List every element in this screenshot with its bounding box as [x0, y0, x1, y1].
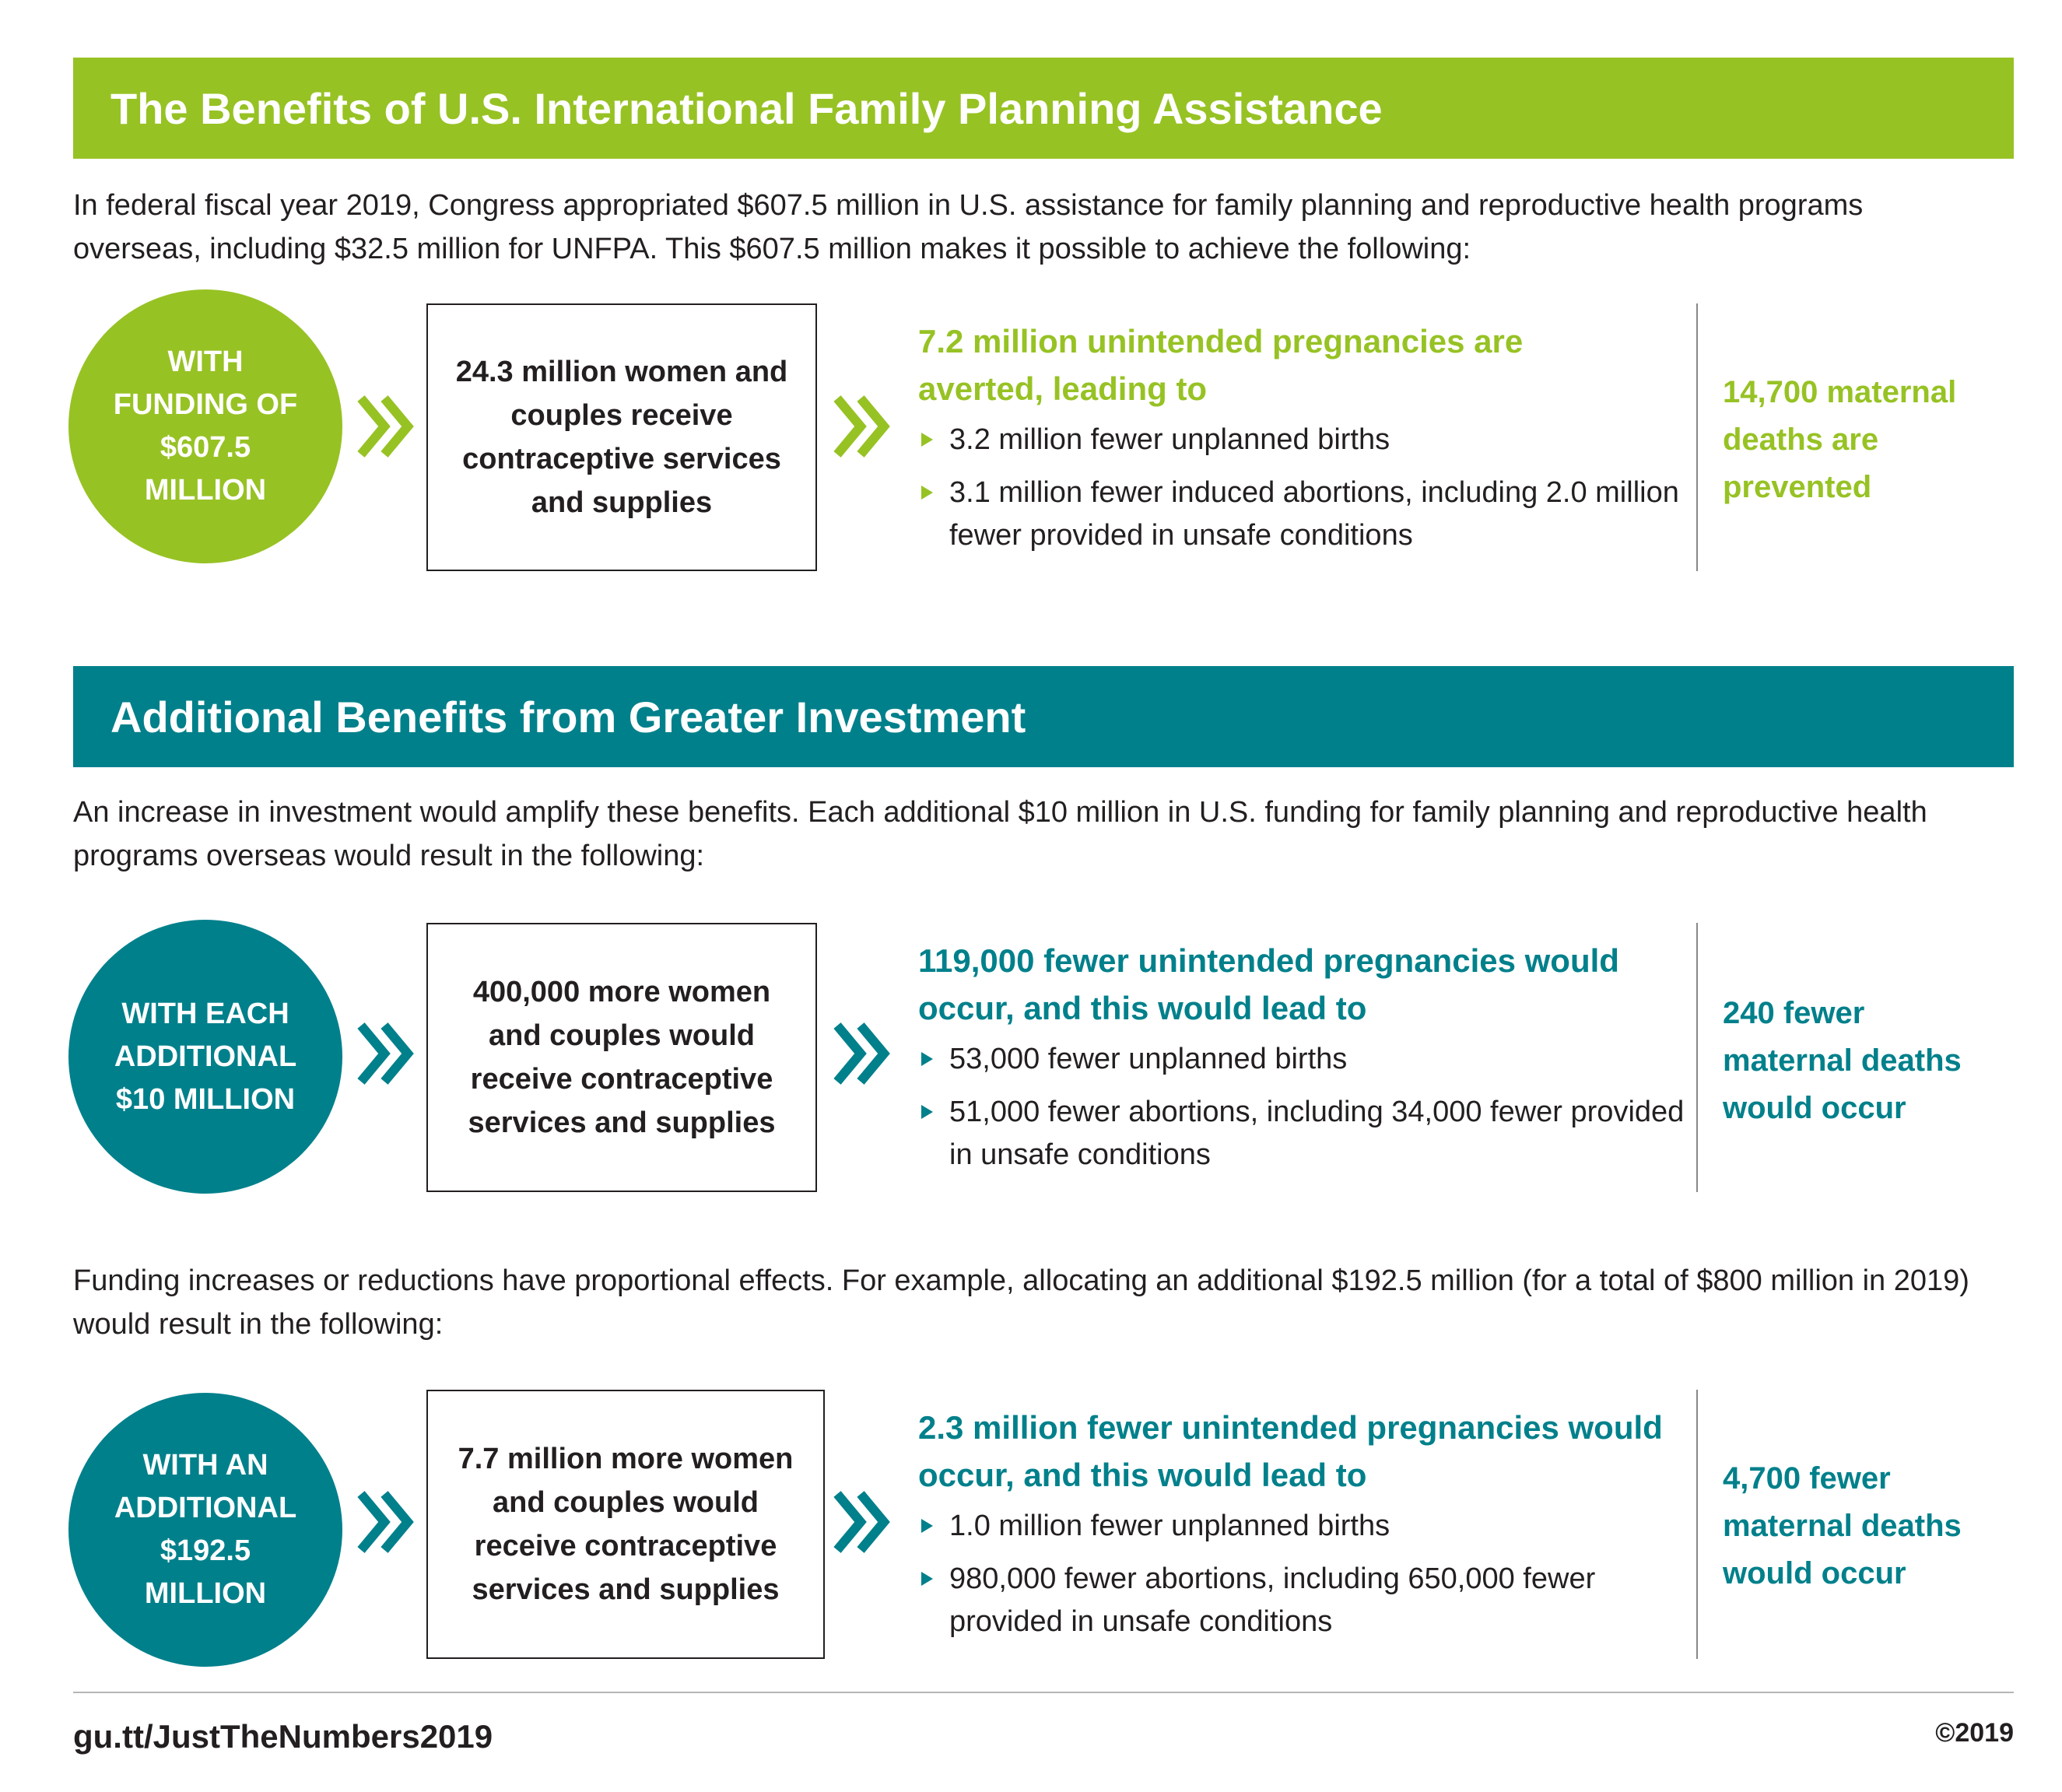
pregnancies-lead: 119,000 fewer unintended pregnancies wou…	[918, 942, 1619, 1026]
recipients-text: 400,000 more women and couples would rec…	[468, 976, 776, 1139]
section2-intro: An increase in investment would amplify …	[73, 796, 1927, 872]
list-item: 1.0 million fewer unplanned births	[918, 1505, 1696, 1548]
chevron-double-right-icon	[357, 395, 414, 458]
divider	[1696, 1390, 1698, 1659]
list-item: 980,000 fewer abortions, including 650,0…	[918, 1558, 1696, 1643]
chevron-double-right-icon	[357, 1491, 414, 1553]
triangle-bullet-icon	[921, 486, 933, 500]
section1-intro: In federal fiscal year 2019, Congress ap…	[73, 189, 1864, 265]
funding-circle-label: WITH AN ADDITIONAL $192.5 MILLION	[114, 1449, 297, 1610]
pregnancies-averted-lead: 7.2 million unintended pregnancies are a…	[918, 323, 1524, 407]
results-block: 119,000 fewer unintended pregnancies wou…	[918, 937, 1696, 1187]
list-item: 3.1 million fewer induced abortions, inc…	[918, 472, 1696, 557]
results-bullets: 53,000 fewer unplanned births 51,000 few…	[918, 1038, 1696, 1177]
divider	[1696, 303, 1698, 571]
maternal-deaths-prevented: 14,700 maternal deaths are prevented	[1723, 375, 1957, 504]
chevron-double-right-icon	[357, 1022, 414, 1085]
triangle-bullet-icon	[921, 1052, 933, 1066]
footer-link[interactable]: gu.tt/JustTheNumbers2019	[73, 1718, 493, 1755]
recipients-text: 24.3 million women and couples receive c…	[455, 356, 788, 519]
section1-banner: The Benefits of U.S. International Famil…	[73, 58, 2014, 159]
maternal-deaths-avoided: 4,700 fewer maternal deaths would occur	[1723, 1461, 1962, 1590]
triangle-bullet-icon	[921, 1572, 933, 1586]
recipients-box: 400,000 more women and couples would rec…	[426, 923, 817, 1192]
results-block: 7.2 million unintended pregnancies are a…	[918, 317, 1696, 567]
proportional-effects-intro: Funding increases or reductions have pro…	[73, 1264, 1969, 1341]
list-item: 53,000 fewer unplanned births	[918, 1038, 1696, 1081]
results-bullets: 3.2 million fewer unplanned births 3.1 m…	[918, 419, 1696, 557]
list-item: 51,000 fewer abortions, including 34,000…	[918, 1091, 1696, 1177]
funding-circle-label: WITH EACH ADDITIONAL $10 MILLION	[114, 997, 297, 1116]
chevron-double-right-icon	[833, 1491, 890, 1553]
results-bullets: 1.0 million fewer unplanned births 980,0…	[918, 1505, 1696, 1643]
maternal-deaths-avoided: 240 fewer maternal deaths would occur	[1723, 996, 1962, 1125]
recipients-text: 7.7 million more women and couples would…	[458, 1443, 794, 1606]
pregnancies-lead: 2.3 million fewer unintended pregnancies…	[918, 1409, 1663, 1493]
chevron-double-right-icon	[833, 395, 890, 458]
copyright: ©2019	[1935, 1718, 2014, 1748]
recipients-box: 24.3 million women and couples receive c…	[426, 303, 817, 571]
funding-circle-label: WITH FUNDING OF $607.5 MILLION	[113, 345, 298, 507]
section1-title: The Benefits of U.S. International Famil…	[110, 83, 1383, 133]
divider	[1696, 923, 1698, 1192]
triangle-bullet-icon	[921, 1519, 933, 1533]
footer-rule	[73, 1692, 2014, 1693]
recipients-box: 7.7 million more women and couples would…	[426, 1390, 825, 1659]
section2-title: Additional Benefits from Greater Investm…	[110, 692, 1026, 742]
triangle-bullet-icon	[921, 1105, 933, 1119]
funding-circle: WITH FUNDING OF $607.5 MILLION	[68, 289, 342, 563]
results-block: 2.3 million fewer unintended pregnancies…	[918, 1404, 1696, 1653]
triangle-bullet-icon	[921, 433, 933, 447]
section2-banner: Additional Benefits from Greater Investm…	[73, 666, 2014, 767]
funding-circle: WITH EACH ADDITIONAL $10 MILLION	[68, 920, 342, 1194]
funding-circle: WITH AN ADDITIONAL $192.5 MILLION	[68, 1393, 342, 1667]
chevron-double-right-icon	[833, 1022, 890, 1085]
list-item: 3.2 million fewer unplanned births	[918, 419, 1696, 461]
